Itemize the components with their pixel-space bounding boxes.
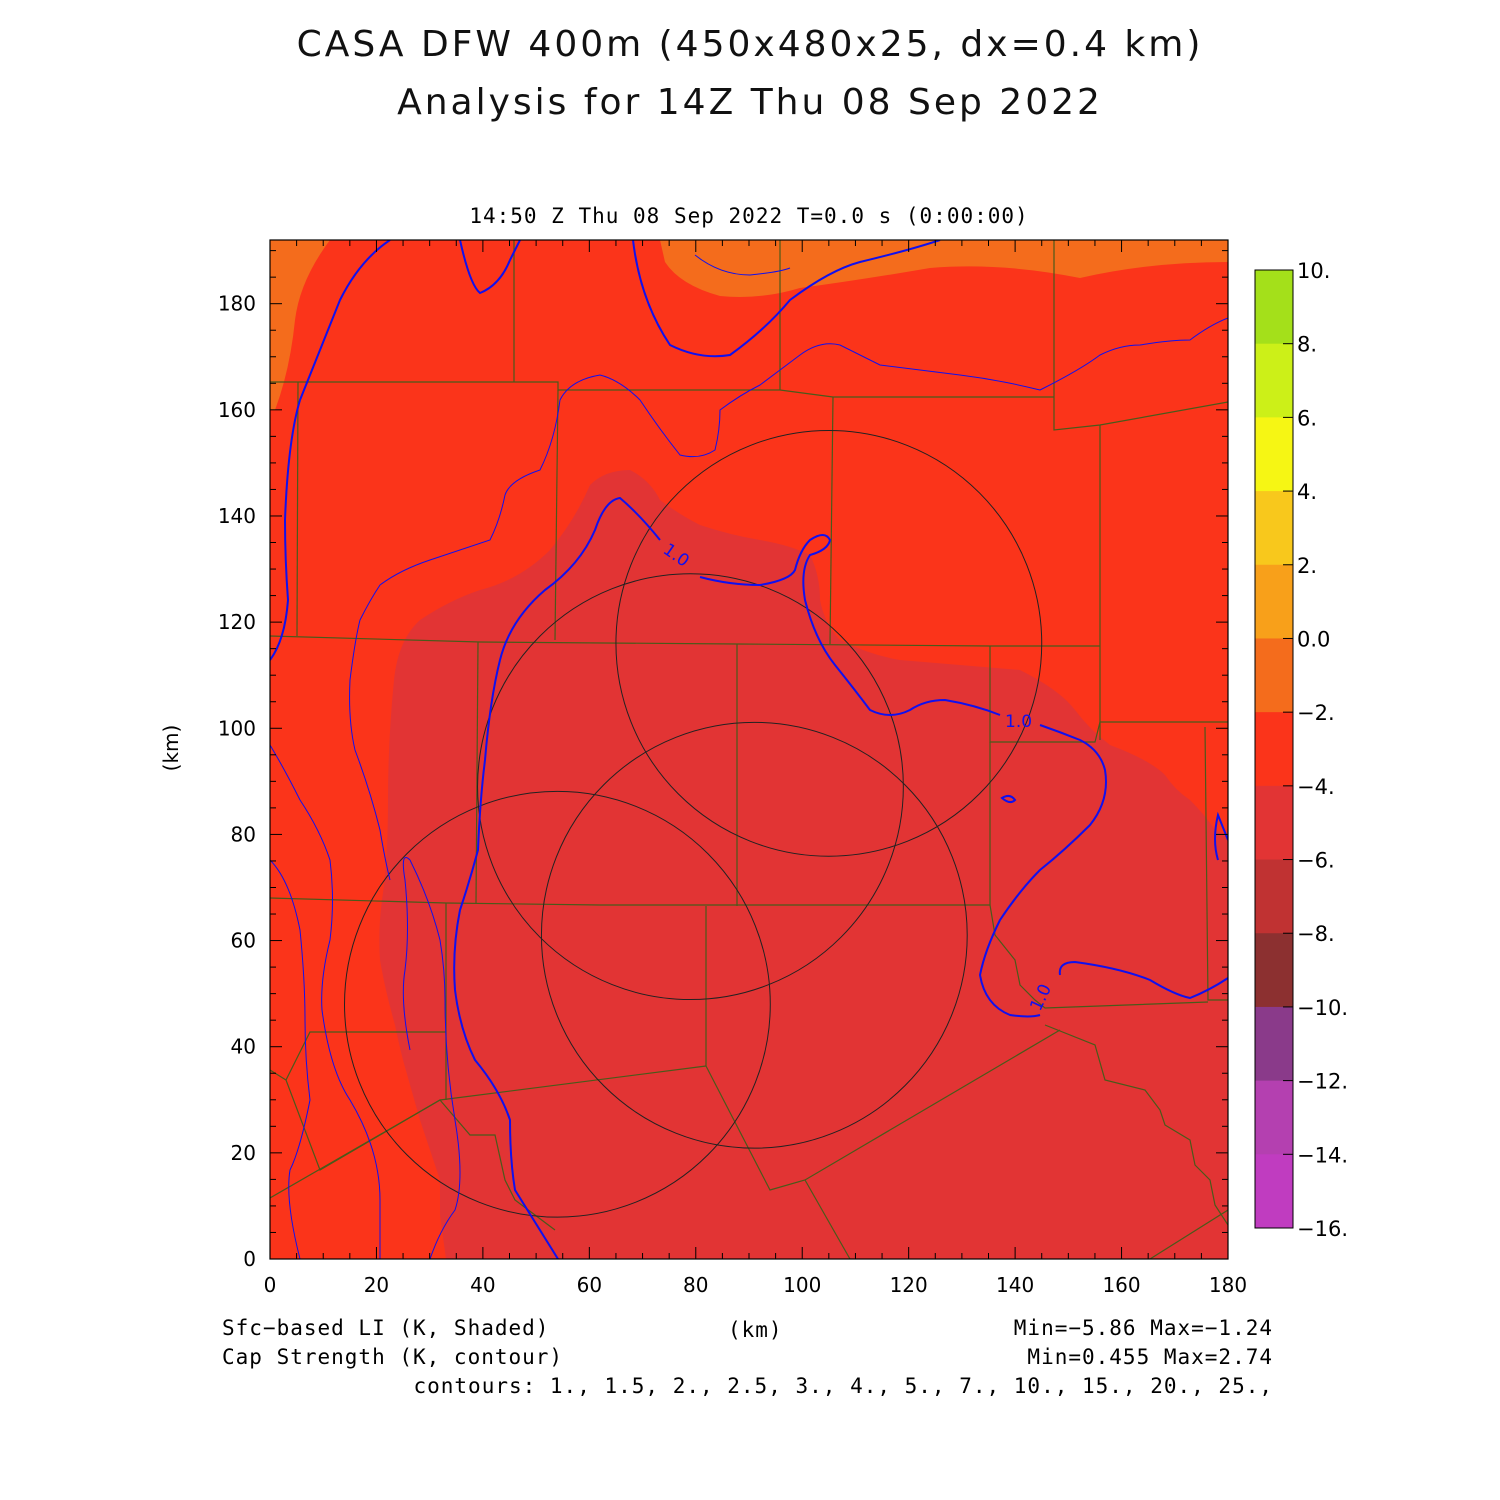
- y-tick-label: 180: [218, 292, 256, 316]
- colorbar-segment: [1255, 1154, 1293, 1229]
- plot-title: CASA DFW 400m (450x480x25, dx=0.4 km): [296, 24, 1204, 65]
- colorbar-label: −14.: [1297, 1143, 1348, 1167]
- x-tick-label: 140: [996, 1273, 1034, 1297]
- field-edge-north: [660, 240, 1228, 297]
- y-axis-label: (km): [159, 725, 183, 772]
- contour-field-description: Cap Strength (K, contour): [222, 1345, 564, 1369]
- colorbar-segment: [1255, 1080, 1293, 1155]
- colorbar-label: −6.: [1297, 849, 1335, 873]
- plot-subtitle-date: Analysis for 14Z Thu 08 Sep 2022: [397, 82, 1103, 123]
- x-tick-label: 80: [683, 1273, 708, 1297]
- y-axis-tick-labels: 0 20 40 60 80 100 120 140 160 180: [218, 292, 256, 1271]
- x-tick-label: 20: [364, 1273, 389, 1297]
- shaded-min-max: Min=−5.86 Max=−1.24: [1013, 1316, 1273, 1340]
- radar-ring-2: [477, 573, 904, 1001]
- colorbar-label: −12.: [1297, 1070, 1348, 1094]
- colorbar-segment: [1255, 491, 1293, 566]
- field-edge-northwest: [270, 240, 330, 410]
- contour-levels-list: contours: 1., 1.5, 2., 2.5, 3., 4., 5., …: [413, 1374, 1273, 1398]
- colorbar-label: −4.: [1297, 775, 1335, 799]
- axis-ticks: [269, 240, 1229, 1260]
- colorbar-segment: [1255, 712, 1293, 787]
- x-tick-label: 120: [890, 1273, 928, 1297]
- contour-min-max: Min=0.455 Max=2.74: [1027, 1345, 1273, 1369]
- x-tick-label: 160: [1102, 1273, 1140, 1297]
- colorbar-segment: [1255, 785, 1293, 861]
- y-tick-label: 40: [231, 1035, 256, 1059]
- colorbar-label: −16.: [1297, 1217, 1348, 1241]
- radar-ring-4: [344, 790, 771, 1218]
- colorbar-segment: [1255, 564, 1293, 639]
- x-tick-label: 180: [1209, 1273, 1247, 1297]
- x-axis-label: (km): [728, 1318, 783, 1342]
- county-boundaries: [270, 240, 1228, 1259]
- colorbar-label: −8.: [1297, 922, 1335, 946]
- colorbar-label: 6.: [1297, 406, 1317, 430]
- colorbar-label: 0.0: [1297, 627, 1330, 651]
- x-tick-label: 40: [470, 1273, 495, 1297]
- colorbar-segment: [1255, 417, 1293, 492]
- colorbar-segment: [1255, 1006, 1293, 1082]
- y-tick-label: 80: [231, 822, 256, 846]
- y-tick-label: 140: [218, 504, 256, 528]
- y-tick-label: 160: [218, 398, 256, 422]
- x-tick-label: 0: [264, 1273, 277, 1297]
- y-tick-label: 120: [218, 610, 256, 634]
- contour-label-2: 1.0: [1005, 712, 1032, 732]
- colorbar-label: 10.: [1297, 259, 1330, 283]
- radar-range-rings: [344, 429, 1043, 1218]
- cap-strength-contours: [270, 240, 1228, 1259]
- y-tick-label: 20: [231, 1141, 256, 1165]
- colorbar-label: −10.: [1297, 996, 1348, 1020]
- colorbar-segment: [1255, 270, 1293, 345]
- colorbar-frame: [1254, 269, 1294, 1229]
- colorbar-label: 8.: [1297, 333, 1317, 357]
- colorbar-label: −2.: [1297, 701, 1335, 725]
- x-tick-label: 100: [783, 1273, 821, 1297]
- colorbar-segment: [1255, 859, 1293, 934]
- colorbar-segment: [1255, 638, 1293, 713]
- x-axis-tick-labels: 0 20 40 60 80 100 120 140 160 180: [264, 1273, 1247, 1297]
- radar-ring-3: [540, 721, 968, 1149]
- colorbar-segment: [1255, 343, 1293, 418]
- valid-time-label: 14:50 Z Thu 08 Sep 2022 T=0.0 s (0:00:00…: [469, 204, 1029, 228]
- colorbar-label: 4.: [1297, 480, 1317, 504]
- x-tick-label: 60: [577, 1273, 602, 1297]
- li-shaded-field: [270, 240, 1228, 1259]
- radar-ring-1: [615, 429, 1043, 857]
- y-tick-label: 60: [231, 929, 256, 953]
- colorbar-segment: [1255, 933, 1293, 1008]
- field-inner-region: [379, 470, 1228, 1259]
- colorbar: 10. 8. 6. 4. 2. 0.0 −2. −4. −6. −8. −10. −12. −14. −1…: [1254, 259, 1348, 1241]
- shaded-field-description: Sfc−based LI (K, Shaded): [222, 1316, 550, 1340]
- colorbar-label: 2.: [1297, 554, 1317, 578]
- y-tick-label: 0: [243, 1247, 256, 1271]
- y-tick-label: 100: [218, 716, 256, 740]
